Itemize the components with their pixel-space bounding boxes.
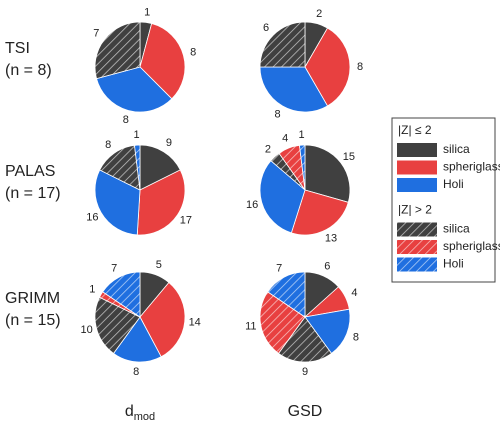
- pie-slice: [259, 21, 306, 68]
- column-label-subscript: mod: [134, 411, 155, 423]
- pie-slice: [304, 144, 351, 203]
- slice-value-label: 8: [133, 366, 139, 378]
- pie-slice: [277, 316, 333, 363]
- pie-slice: [299, 144, 306, 191]
- slice-value-label: 5: [156, 259, 162, 271]
- pie-slice: [96, 66, 173, 113]
- legend-label: Holi: [443, 177, 464, 191]
- slice-value-label: 6: [263, 22, 269, 34]
- pie-slice: [136, 169, 186, 236]
- slice-value-label: 7: [111, 262, 117, 274]
- row-n-label: (n = 8): [5, 62, 52, 79]
- legend-swatch: [397, 222, 437, 237]
- legend-label: spheriglass: [443, 160, 500, 174]
- slice-value-label: 9: [166, 137, 172, 149]
- slice-value-label: 1: [144, 6, 150, 18]
- slice-value-label: 8: [357, 61, 363, 73]
- legend-swatch: [397, 160, 437, 175]
- slice-value-label: 8: [105, 139, 111, 151]
- pie-slice: [259, 160, 306, 234]
- pie-slice: [259, 291, 306, 354]
- slice-value-label: 4: [351, 287, 357, 299]
- row-label: GRIMM: [5, 290, 60, 307]
- pie-slice: [259, 66, 329, 113]
- column-label: GSD: [288, 403, 323, 420]
- pie-slice: [139, 144, 181, 191]
- row-n-label: (n = 15): [5, 312, 61, 329]
- slice-value-label: 4: [282, 133, 288, 145]
- slice-value-label: 15: [343, 151, 355, 163]
- column-label-text: d: [125, 403, 134, 420]
- slice-value-label: 16: [86, 211, 98, 223]
- pie-slice: [134, 144, 141, 191]
- legend-group-title: |Z| ≤ 2: [398, 123, 432, 137]
- pie-slice: [139, 23, 186, 100]
- slice-value-label: 13: [325, 232, 337, 244]
- pie-slice: [94, 296, 141, 354]
- column-label: dmod: [125, 403, 155, 423]
- legend-label: Holi: [443, 257, 464, 271]
- legend-swatch: [397, 178, 437, 192]
- slice-value-label: 16: [246, 199, 258, 211]
- slice-value-label: 9: [302, 366, 308, 378]
- slice-value-label: 7: [276, 262, 282, 274]
- slice-value-label: 8: [274, 109, 280, 121]
- legend-label: silica: [443, 142, 470, 156]
- pie-slice: [94, 169, 141, 236]
- slice-value-label: 1: [89, 283, 95, 295]
- slice-value-label: 11: [245, 320, 256, 332]
- slice-value-label: 1: [299, 129, 305, 141]
- row-label: TSI: [5, 40, 30, 57]
- column-label-text: GSD: [288, 403, 323, 420]
- slice-value-label: 6: [324, 261, 330, 273]
- slice-value-label: 10: [81, 324, 93, 336]
- pie-slice: [94, 21, 141, 80]
- row-label: PALAS: [5, 163, 55, 180]
- slice-value-label: 2: [265, 143, 271, 155]
- slice-value-label: 8: [353, 332, 359, 344]
- legend-group-title: |Z| > 2: [398, 203, 432, 217]
- slice-value-label: 8: [190, 47, 196, 59]
- pie-slice: [304, 308, 351, 354]
- legend-label: spheriglass: [443, 239, 500, 253]
- slice-value-label: 17: [180, 214, 192, 226]
- pie-slice: [290, 189, 349, 236]
- slice-value-label: 1: [134, 129, 140, 141]
- legend-swatch: [397, 143, 437, 157]
- pie-slice: [112, 316, 162, 363]
- legend-label: silica: [443, 222, 470, 236]
- slice-value-label: 2: [316, 8, 322, 20]
- row-n-label: (n = 17): [5, 185, 61, 202]
- pie-slice: [139, 281, 186, 358]
- pie-slice: [102, 271, 141, 318]
- slice-value-label: 8: [123, 114, 129, 126]
- slice-value-label: 14: [189, 317, 201, 329]
- legend-swatch: [397, 257, 437, 272]
- slice-value-label: 7: [93, 27, 99, 39]
- pie-slice: [267, 271, 306, 318]
- legend-swatch: [397, 240, 437, 254]
- pie-slice: [304, 27, 351, 107]
